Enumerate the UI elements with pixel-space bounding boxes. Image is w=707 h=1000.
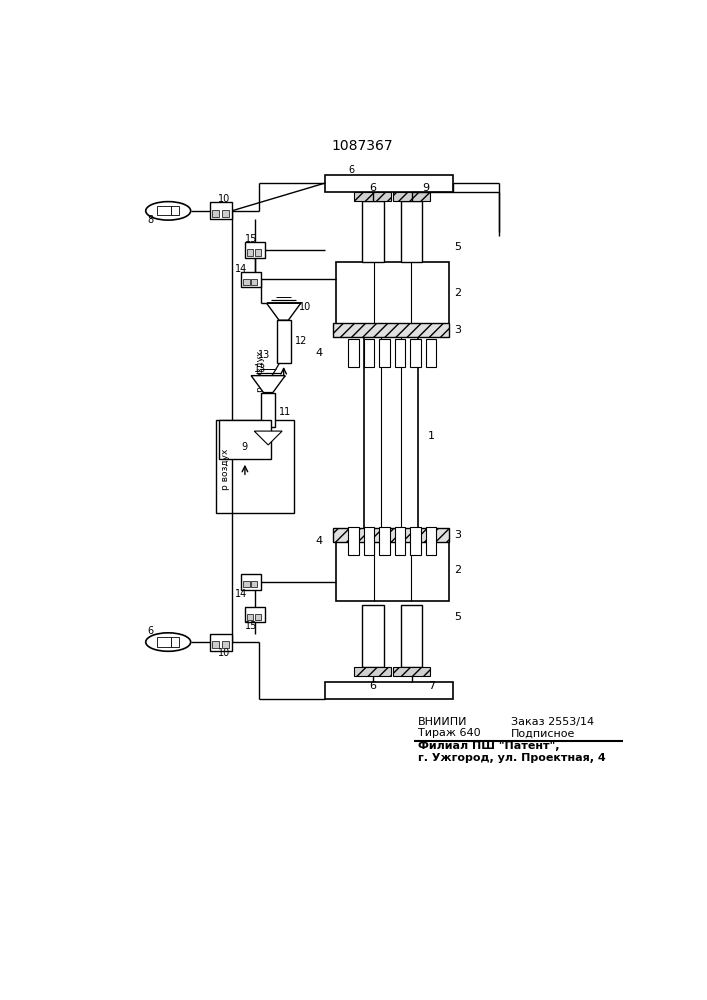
Text: 12: 12 [295,336,307,346]
Bar [241,272,261,287]
Text: 2: 2 [455,288,462,298]
Polygon shape [251,376,285,393]
Text: 3: 3 [455,530,462,540]
Bar [379,527,390,555]
Text: 14: 14 [235,264,247,274]
Bar [401,605,422,667]
Text: 10: 10 [218,194,230,204]
Text: 13: 13 [255,364,267,374]
Bar [171,206,179,215]
Bar [426,527,436,555]
Bar [243,581,250,587]
Text: Тираж 640: Тираж 640 [418,728,480,738]
Bar [241,574,261,590]
Bar [210,202,232,219]
Text: 14: 14 [235,589,247,599]
Bar [332,528,449,542]
Text: 6: 6 [369,183,376,193]
Bar [363,339,374,367]
Bar [171,637,179,647]
Bar [212,641,219,648]
Text: 9: 9 [422,183,429,193]
Text: г. Ужгород, ул. Проектная, 4: г. Ужгород, ул. Проектная, 4 [418,753,605,763]
Bar [410,527,421,555]
Bar [395,339,405,367]
Bar [243,279,250,285]
Bar [332,323,449,337]
Text: р воздух: р воздух [256,351,265,392]
Text: 1087367: 1087367 [331,139,393,153]
Bar [245,242,265,258]
Bar [218,420,271,459]
Text: 10: 10 [218,648,230,658]
Text: 11: 11 [279,407,291,417]
Text: 8: 8 [147,215,153,225]
Text: 15: 15 [245,621,257,631]
Bar [395,527,405,555]
Text: ВНИИПИ: ВНИИПИ [418,717,467,727]
Bar [222,641,228,648]
Text: Филиал ПШ "Патент",: Филиал ПШ "Патент", [418,741,559,751]
Bar [156,206,170,215]
Ellipse shape [146,633,191,651]
Bar [261,393,275,427]
Text: Заказ 2553/14: Заказ 2553/14 [510,717,594,727]
Text: 5: 5 [455,242,462,252]
Bar [354,192,392,201]
Polygon shape [255,431,282,445]
Bar [222,210,228,217]
Bar [393,667,430,676]
Text: 6: 6 [369,681,376,691]
Bar [251,279,257,285]
Bar [362,201,384,262]
Bar [245,607,265,622]
Bar [216,420,293,513]
Bar [410,339,421,367]
Bar [325,682,452,699]
Bar [348,339,359,367]
Text: 15: 15 [245,234,257,244]
Bar [247,249,253,256]
Text: 4: 4 [315,348,322,358]
Bar [255,249,261,256]
Bar [362,605,384,667]
Bar [348,527,359,555]
Text: 1: 1 [428,431,436,441]
Text: 2: 2 [455,565,462,575]
Text: 7: 7 [428,681,436,691]
Text: 5: 5 [455,612,462,622]
Text: 9: 9 [242,442,248,452]
Ellipse shape [146,202,191,220]
Bar [363,527,374,555]
Text: Подписное: Подписное [510,728,575,738]
Bar [212,210,219,217]
Bar [363,316,418,555]
Bar [379,339,390,367]
Bar [426,339,436,367]
Bar [354,667,392,676]
Polygon shape [267,303,300,320]
Bar [255,614,261,620]
Text: 10: 10 [299,302,312,312]
Text: 3: 3 [455,325,462,335]
Bar [210,634,232,651]
Text: 13: 13 [258,350,270,360]
Bar [276,320,291,363]
Bar [337,540,449,601]
Bar [401,201,422,262]
Text: 4: 4 [315,536,322,546]
Bar [247,614,253,620]
Text: р воздух: р воздух [221,449,230,490]
Bar [393,192,430,201]
Bar [325,175,452,192]
Text: 6: 6 [147,626,153,636]
Bar [337,262,449,324]
Text: 6: 6 [349,165,355,175]
Bar [251,581,257,587]
Bar [156,637,170,647]
